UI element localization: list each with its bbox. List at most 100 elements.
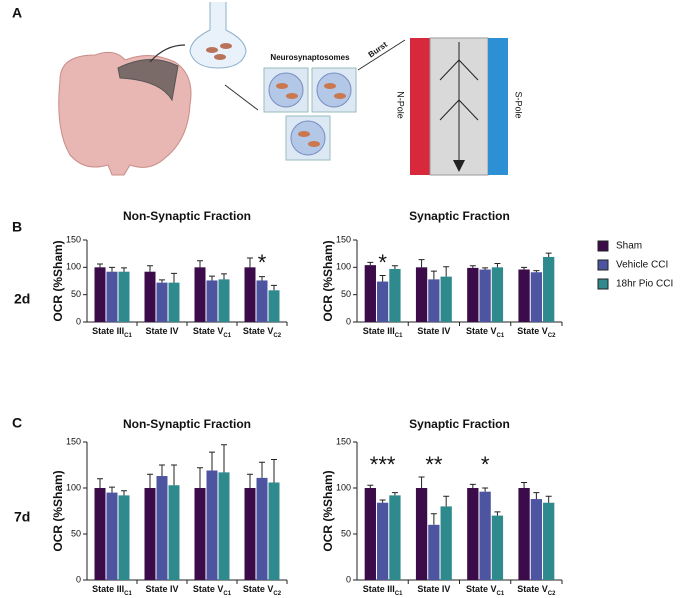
- error-bar: [469, 483, 476, 488]
- category-name: State III: [363, 326, 395, 336]
- chart-title: Synaptic Fraction: [409, 209, 510, 223]
- category-name: State IV: [417, 584, 450, 594]
- bar: [428, 524, 440, 580]
- bar: [543, 502, 555, 580]
- panel-label: B: [12, 219, 22, 235]
- bar: [106, 271, 118, 322]
- error-bar: [494, 263, 501, 268]
- bar: [144, 488, 156, 580]
- bar: [118, 495, 130, 580]
- x-tick-label: State VC2: [517, 326, 556, 338]
- error-bar: [147, 265, 153, 272]
- error-bar: [247, 473, 253, 488]
- y-tick-label: 0: [346, 316, 351, 326]
- y-tick-label: 100: [336, 262, 351, 272]
- bar: [467, 267, 479, 322]
- arrow: [224, 84, 259, 111]
- bar: [244, 488, 256, 580]
- error-bar: [159, 279, 165, 283]
- category-name: State III: [92, 584, 124, 594]
- bar: [156, 476, 168, 580]
- diagram-title: Neurosynaptosomes: [270, 53, 350, 62]
- bar: [364, 488, 376, 580]
- y-tick-label: 50: [341, 289, 351, 299]
- error-bar: [533, 492, 540, 500]
- error-bar: [430, 513, 437, 525]
- bar: [194, 267, 206, 322]
- bar: [376, 281, 389, 322]
- x-tick-label: State IV: [145, 326, 178, 336]
- error-bar: [159, 464, 165, 477]
- bar: [518, 488, 530, 580]
- significance-mark: *: [378, 250, 387, 275]
- error-bar: [97, 263, 103, 268]
- arrowhead: [453, 160, 465, 172]
- error-bar: [259, 461, 265, 478]
- arrow-label: Burst: [367, 40, 390, 60]
- y-tick-label: 150: [336, 436, 351, 446]
- bar: [206, 470, 218, 580]
- category-subscript: C1: [124, 333, 132, 339]
- bar: [244, 267, 256, 322]
- error-bar: [221, 444, 227, 473]
- category-subscript: C1: [395, 591, 403, 597]
- bar: [530, 272, 543, 322]
- error-bar: [379, 499, 386, 503]
- bar: [440, 506, 452, 580]
- error-bar: [147, 473, 153, 488]
- pole-label: N-Pole: [396, 91, 406, 119]
- legend-swatch: [597, 240, 609, 252]
- category-name: State V: [243, 584, 274, 594]
- y-axis-label: OCR (%Sham): [51, 470, 65, 551]
- arrow: [357, 39, 406, 71]
- bar: [106, 492, 118, 580]
- bar: [218, 279, 230, 322]
- significance-mark: *: [258, 250, 267, 275]
- panel-label: A: [12, 5, 22, 21]
- error-bar: [482, 267, 489, 270]
- category-subscript: C1: [497, 333, 505, 339]
- error-bar: [367, 261, 374, 266]
- error-bar: [197, 260, 203, 268]
- y-tick-label: 50: [71, 528, 81, 538]
- y-axis-label: OCR (%Sham): [321, 470, 335, 551]
- category-name: State III: [363, 584, 395, 594]
- error-bar: [545, 495, 552, 503]
- bar: [118, 271, 130, 322]
- error-bar: [379, 275, 386, 282]
- y-tick-label: 0: [346, 574, 351, 584]
- brain-lesion: [117, 58, 179, 102]
- row-label: 7d: [14, 509, 30, 525]
- row-label: 2d: [14, 291, 30, 307]
- bar: [256, 280, 268, 322]
- error-bar: [418, 259, 425, 268]
- bar: [389, 495, 401, 580]
- category-subscript: C1: [124, 591, 132, 597]
- n-pole: [410, 38, 430, 175]
- x-tick-label: State IIIC1: [92, 326, 132, 338]
- category-subscript: C1: [497, 591, 505, 597]
- error-bar: [271, 284, 277, 291]
- x-tick-label: State IV: [145, 584, 178, 594]
- diagram: [58, 2, 508, 176]
- error-bar: [171, 464, 177, 486]
- error-bar: [391, 265, 398, 269]
- error-bar: [469, 265, 476, 268]
- flask: [189, 2, 247, 69]
- error-bar: [97, 478, 103, 488]
- category-name: State III: [92, 326, 124, 336]
- bar: [168, 282, 180, 322]
- mito: [206, 47, 218, 53]
- chart-title: Non-Synaptic Fraction: [123, 209, 251, 223]
- chart-title: Non-Synaptic Fraction: [123, 417, 251, 431]
- y-tick-label: 50: [341, 528, 351, 538]
- bar: [256, 477, 268, 580]
- bar: [268, 290, 280, 322]
- x-tick-label: State IIIC1: [92, 584, 132, 596]
- bar: [94, 488, 106, 580]
- error-bar: [121, 267, 127, 272]
- bar: [428, 279, 440, 322]
- x-tick-label: State VC1: [466, 326, 505, 338]
- error-bar: [209, 451, 215, 471]
- flow-arrows: [439, 42, 479, 165]
